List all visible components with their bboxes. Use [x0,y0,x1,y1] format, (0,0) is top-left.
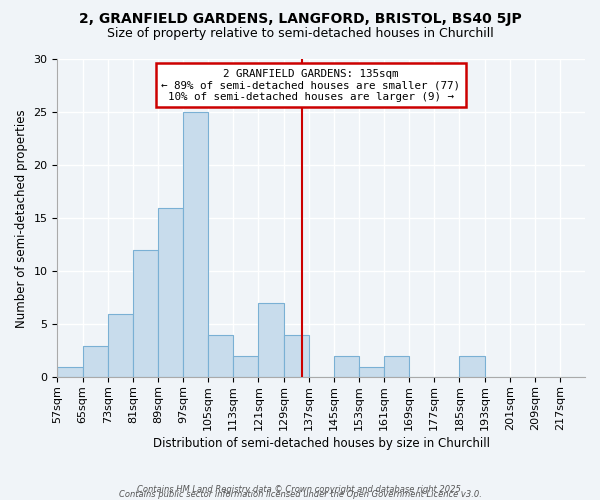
Bar [284,335,308,378]
Text: Size of property relative to semi-detached houses in Churchill: Size of property relative to semi-detach… [107,28,493,40]
Bar [460,356,485,378]
Bar [384,356,409,378]
Text: 2 GRANFIELD GARDENS: 135sqm
← 89% of semi-detached houses are smaller (77)
10% o: 2 GRANFIELD GARDENS: 135sqm ← 89% of sem… [161,68,460,102]
Y-axis label: Number of semi-detached properties: Number of semi-detached properties [15,109,28,328]
Bar [133,250,158,378]
Bar [233,356,259,378]
Bar [359,367,384,378]
Bar [183,112,208,378]
Text: Contains HM Land Registry data © Crown copyright and database right 2025.: Contains HM Land Registry data © Crown c… [137,484,463,494]
Bar [83,346,107,378]
Bar [259,303,284,378]
Bar [107,314,133,378]
Text: 2, GRANFIELD GARDENS, LANGFORD, BRISTOL, BS40 5JP: 2, GRANFIELD GARDENS, LANGFORD, BRISTOL,… [79,12,521,26]
Bar [58,367,83,378]
Text: Contains public sector information licensed under the Open Government Licence v3: Contains public sector information licen… [119,490,481,499]
X-axis label: Distribution of semi-detached houses by size in Churchill: Distribution of semi-detached houses by … [153,437,490,450]
Bar [334,356,359,378]
Bar [158,208,183,378]
Bar [208,335,233,378]
